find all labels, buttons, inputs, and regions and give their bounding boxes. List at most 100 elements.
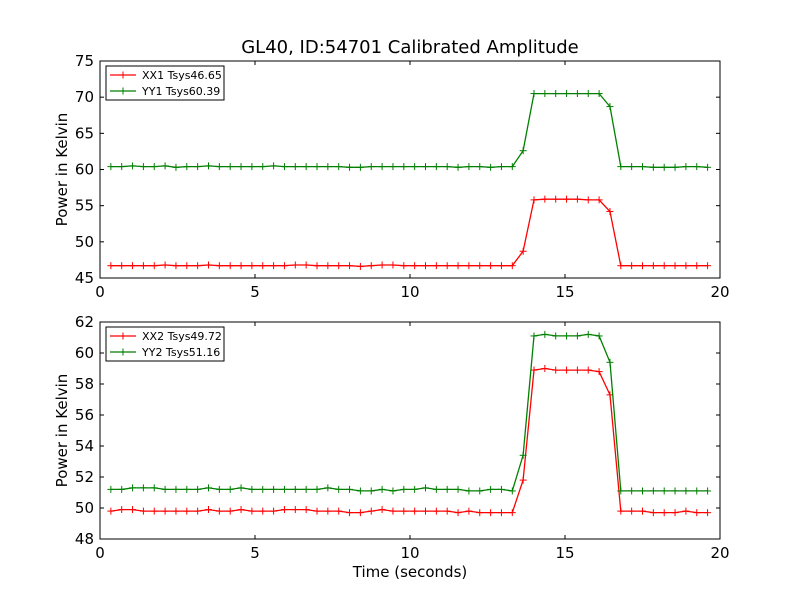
- bottom-series-2-point: [563, 332, 571, 340]
- bottom-series-1-point: [476, 509, 484, 517]
- bottom-y-tick-label: 50: [75, 499, 94, 517]
- bottom-series-1-point: [194, 507, 202, 515]
- bottom-series-2-point: [172, 485, 180, 493]
- top-series-1-point: [584, 196, 592, 204]
- bottom-series-1-point: [660, 509, 668, 517]
- bottom-legend-label: XX2 Tsys49.72: [142, 330, 222, 343]
- top-series-1-point: [302, 261, 310, 269]
- top-series-1-point: [280, 262, 288, 270]
- bottom-series-1-point: [389, 507, 397, 515]
- bottom-series-2-point: [411, 485, 419, 493]
- bottom-series-2-point: [205, 484, 212, 492]
- top-series-1-point: [291, 261, 299, 269]
- top-x-tick-label: 0: [95, 283, 105, 301]
- bottom-series-2-point: [704, 487, 712, 495]
- bottom-series-2-point: [356, 487, 364, 495]
- top-series-2-point: [606, 103, 614, 111]
- top-series-2-point: [682, 163, 690, 171]
- top-series-2-point: [150, 163, 158, 171]
- bottom-series-1-point: [215, 507, 223, 515]
- bottom-series-1-point: [563, 366, 571, 374]
- top-series-1-point: [172, 262, 180, 270]
- top-series-2-point: [367, 163, 375, 171]
- top-series-1-point: [465, 262, 473, 270]
- bottom-series-2-point: [454, 485, 462, 493]
- top-series-2-point: [432, 163, 440, 171]
- bottom-series-1-point: [150, 507, 158, 515]
- bottom-series-1-point: [682, 507, 690, 515]
- bottom-series-1-point: [346, 509, 354, 517]
- top-series-1-point: [346, 262, 354, 270]
- bottom-series-2-point: [541, 330, 549, 338]
- bottom-series-2-point: [302, 485, 310, 493]
- top-series-2-point: [411, 163, 419, 171]
- bottom-legend-label: YY2 Tsys51.16: [141, 346, 220, 359]
- bottom-series-2-point: [508, 487, 516, 495]
- top-series-2-point: [465, 163, 473, 171]
- top-series-2-point: [497, 163, 505, 171]
- bottom-series-2-point: [628, 487, 636, 495]
- top-series-1-point: [508, 262, 516, 270]
- bottom-series-2-point: [487, 485, 495, 493]
- bottom-series-1-point: [129, 506, 137, 514]
- bottom-series-1-point: [356, 509, 364, 517]
- top-series-2-point: [400, 163, 408, 171]
- top-plot: 45 50 55 60 65 70 75 0 5 10 15 20 Power in Kelvin XX1…: [53, 52, 730, 301]
- top-series-2-point: [378, 163, 386, 171]
- bottom-series-2-point: [617, 487, 625, 495]
- top-y-tick-label: 60: [75, 161, 94, 179]
- top-series-2-point: [584, 90, 592, 98]
- top-y-tick-label: 50: [75, 233, 94, 251]
- bottom-series-2-point: [400, 485, 408, 493]
- top-series-1-point: [595, 196, 603, 204]
- bottom-series-2-point: [378, 485, 386, 493]
- top-series-2-point: [161, 162, 169, 170]
- top-series-2-point: [129, 162, 137, 170]
- bottom-series-1-point: [584, 366, 592, 374]
- bottom-series-2-point: [139, 484, 147, 492]
- bottom-series-1-point: [205, 506, 212, 514]
- top-series-2-point: [563, 90, 571, 98]
- top-series-2-point: [335, 163, 343, 171]
- top-series-1-point: [270, 262, 278, 270]
- top-series-2-point: [291, 163, 299, 171]
- bottom-series-2-point: [194, 485, 202, 493]
- top-series-2-point: [649, 163, 657, 171]
- top-series-2-point: [552, 90, 560, 98]
- top-series-2-point: [704, 163, 712, 171]
- bottom-y-tick-label: 56: [75, 406, 94, 424]
- bottom-series-2-point: [649, 487, 657, 495]
- bottom-series-2-point: [150, 484, 158, 492]
- top-series-2-point: [389, 163, 397, 171]
- top-series-2-point: [628, 163, 636, 171]
- bottom-y-tick-label: 60: [75, 344, 94, 362]
- bottom-series-1-point: [270, 507, 278, 515]
- bottom-series-1-point: [313, 507, 321, 515]
- top-y-tick-label: 70: [75, 88, 94, 106]
- bottom-series-2-point: [346, 485, 354, 493]
- bottom-series-2-point: [476, 487, 484, 495]
- bottom-series-2-point: [291, 485, 299, 493]
- top-series-1-point: [150, 262, 158, 270]
- bottom-series-2-point: [519, 451, 527, 459]
- bottom-series-2-point: [584, 330, 592, 338]
- top-series-2-point: [302, 163, 310, 171]
- top-series-2-point: [280, 163, 288, 171]
- bottom-series-1-point: [552, 366, 560, 374]
- bottom-series-2-point: [215, 485, 223, 493]
- bottom-series-2-point: [335, 485, 343, 493]
- top-series-2-point: [226, 163, 234, 171]
- bottom-series-2-point: [443, 485, 451, 493]
- bottom-series-2-point: [465, 487, 473, 495]
- bottom-series-1-point: [639, 507, 646, 515]
- bottom-y-tick-label: 58: [75, 375, 94, 393]
- top-series-2-point: [270, 162, 278, 170]
- bottom-series-2-point: [389, 487, 397, 495]
- bottom-y-tick-label: 54: [75, 437, 94, 455]
- top-series-1-point: [259, 262, 267, 270]
- bottom-series-2-point: [183, 485, 191, 493]
- top-series-1-point: [606, 207, 614, 215]
- top-series-1-point: [367, 262, 375, 270]
- top-series-1-point: [422, 262, 429, 270]
